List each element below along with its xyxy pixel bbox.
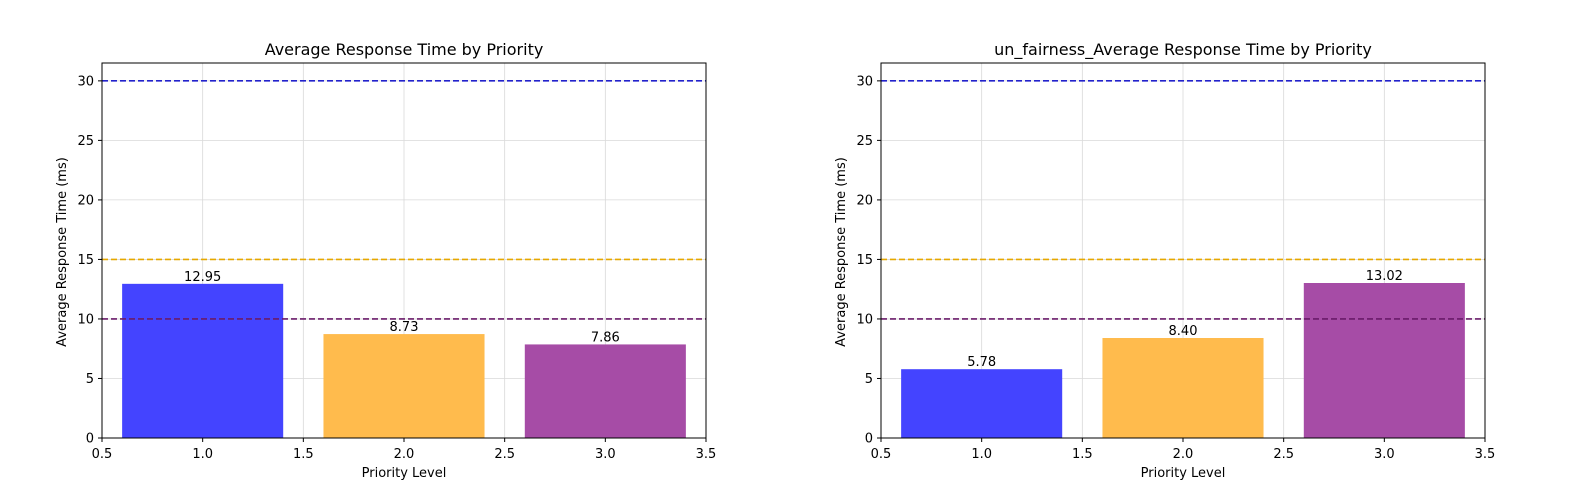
y-tick-label: 25 [77,134,94,149]
data-labels: 5.78 8.40 13.02 [967,269,1403,370]
y-tick-label: 10 [77,312,94,327]
bar [524,344,686,438]
x-tick-label: 3.5 [1475,447,1496,462]
y-tick-label: 0 [865,432,873,447]
x-tick-label: 0.5 [92,447,113,462]
x-tick-label: 1.5 [1072,447,1093,462]
left-chart: Average Response Time by Priority Priori… [55,40,716,481]
x-tick-label: 3.0 [1374,447,1395,462]
x-axis-label: Priority Level [1141,466,1226,481]
reference-lines [102,80,706,320]
ticks: 0.5 1.0 1.5 2.0 2.5 3.0 3.5 0 5 10 15 20 25 30 [856,74,1495,462]
y-tick-label: 20 [77,193,94,208]
x-tick-label: 3.0 [595,447,616,462]
x-tick-label: 0.5 [871,447,892,462]
bar-value-label: 8.40 [1169,324,1198,339]
reference-lines [881,80,1485,320]
bar-value-label: 8.73 [390,320,419,335]
y-tick-label: 30 [856,74,873,89]
y-axis-label: Average Response Time (ms) [55,157,70,347]
bars [901,283,1465,438]
plot-frame [101,62,707,439]
x-tick-label: 1.0 [192,447,213,462]
x-tick-label: 1.0 [971,447,992,462]
y-tick-label: 0 [86,432,94,447]
x-tick-label: 2.0 [394,447,415,462]
bars [122,283,686,438]
ticks: 0.5 1.0 1.5 2.0 2.5 3.0 3.5 0 5 10 15 20 25 30 [77,74,716,462]
bar [1303,283,1465,438]
y-tick-label: 20 [856,193,873,208]
y-axis-label: Average Response Time (ms) [834,157,849,347]
bar [122,283,284,438]
chart-title: un_fairness_Average Response Time by Pri… [994,40,1372,60]
plot-frame [880,62,1486,439]
x-axis-label: Priority Level [362,466,447,481]
chart-title: Average Response Time by Priority [265,40,544,59]
x-tick-label: 2.5 [494,447,515,462]
y-tick-label: 15 [856,253,873,268]
x-tick-label: 2.5 [1273,447,1294,462]
data-labels: 12.95 8.73 7.86 [184,270,620,346]
bar-value-label: 12.95 [184,270,221,285]
y-tick-label: 5 [86,372,94,387]
bar [1102,338,1264,438]
x-tick-label: 2.0 [1173,447,1194,462]
y-tick-label: 10 [856,312,873,327]
y-tick-label: 5 [865,372,873,387]
bar [901,369,1063,438]
bar-value-label: 5.78 [967,355,996,370]
bar-value-label: 7.86 [591,330,620,345]
bar-value-label: 13.02 [1366,269,1403,284]
bar [323,334,485,438]
y-tick-label: 25 [856,134,873,149]
x-tick-label: 3.5 [696,447,717,462]
y-tick-label: 30 [77,74,94,89]
x-tick-label: 1.5 [293,447,314,462]
y-tick-label: 15 [77,253,94,268]
right-chart: un_fairness_Average Response Time by Pri… [834,40,1495,481]
